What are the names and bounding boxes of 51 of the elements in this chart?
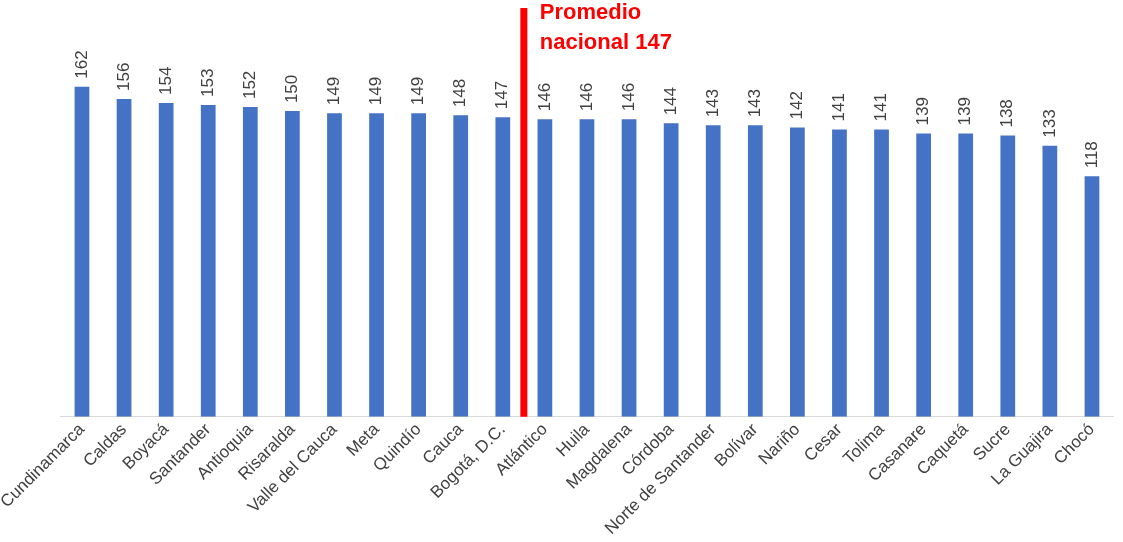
ref-line-label: Promedio nacional 147 xyxy=(539,0,672,55)
bar xyxy=(705,125,721,417)
bar xyxy=(495,117,511,417)
bar xyxy=(874,129,889,417)
data-label: 138 xyxy=(997,99,1017,128)
data-label: 143 xyxy=(744,88,764,118)
bar xyxy=(790,127,805,417)
bar xyxy=(74,86,90,417)
bar xyxy=(747,125,763,417)
bar xyxy=(158,102,174,417)
data-label: 139 xyxy=(913,97,933,126)
data-label: 150 xyxy=(282,74,302,104)
bar xyxy=(621,119,637,417)
bar xyxy=(958,133,974,417)
bar xyxy=(916,133,931,417)
data-label: 143 xyxy=(702,88,722,118)
data-label: 149 xyxy=(366,76,386,106)
data-label: 146 xyxy=(534,82,554,112)
data-label: 142 xyxy=(787,91,807,120)
bar xyxy=(579,119,595,417)
data-label: 156 xyxy=(113,62,133,91)
data-label: 141 xyxy=(829,93,849,122)
bar xyxy=(411,113,426,417)
data-label: 152 xyxy=(239,70,259,100)
bar xyxy=(369,113,384,417)
data-label: 118 xyxy=(1081,141,1101,169)
data-label: 153 xyxy=(197,68,217,97)
data-label: 144 xyxy=(660,86,680,116)
bar xyxy=(327,113,342,417)
bar xyxy=(663,123,679,417)
bar xyxy=(1000,135,1016,417)
bar xyxy=(537,119,553,417)
data-label: 139 xyxy=(955,97,975,126)
bar xyxy=(453,115,469,417)
data-label: 154 xyxy=(155,66,175,95)
data-label: 148 xyxy=(450,78,470,108)
bar xyxy=(285,111,300,417)
data-label: 133 xyxy=(1039,109,1059,138)
data-label: 146 xyxy=(576,82,596,112)
data-label: 149 xyxy=(324,76,344,106)
bar xyxy=(116,98,132,417)
bar xyxy=(1084,176,1100,417)
data-label: 146 xyxy=(618,82,638,112)
data-label: 162 xyxy=(71,50,91,79)
data-label: 141 xyxy=(871,93,891,122)
bar xyxy=(242,107,258,417)
bar xyxy=(1042,145,1058,417)
data-label: 147 xyxy=(492,80,512,110)
bar xyxy=(832,129,847,417)
bar xyxy=(200,105,216,417)
data-label: 149 xyxy=(408,76,428,106)
